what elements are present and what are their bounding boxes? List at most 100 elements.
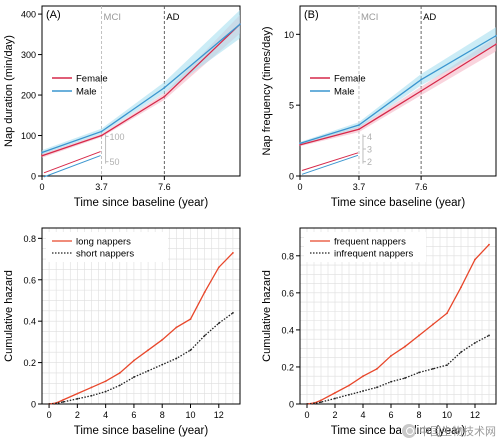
data-point (104, 380, 107, 383)
data-point (299, 142, 301, 145)
data-point (203, 291, 206, 294)
axes-frame (41, 227, 241, 405)
y-tick-label: 10 (284, 30, 294, 40)
data-point (334, 391, 336, 394)
y-tick-label: 0.2 (23, 358, 36, 368)
inset-series-line (43, 155, 101, 178)
data-point (189, 318, 192, 321)
y-tick-label: 5 (289, 101, 294, 111)
legend-label: Male (76, 87, 97, 98)
x-tick-label: 3.7 (95, 182, 108, 192)
x-tick-label: 8 (160, 410, 165, 420)
inset: 100 50 (43, 132, 125, 178)
inset-series-line (301, 154, 359, 175)
legend-label: long nappers (76, 237, 131, 248)
data-point (118, 384, 121, 387)
confidence-band (300, 27, 496, 145)
data-point (376, 367, 378, 370)
data-point (446, 364, 448, 366)
x-tick-label: 2 (75, 410, 80, 420)
data-point (362, 390, 364, 392)
data-point (90, 386, 93, 389)
axes-frame (299, 5, 497, 177)
x-axis-label: Time since baseline (year) (331, 197, 466, 209)
y-tick-label: 0 (31, 172, 36, 182)
x-tick-label: 2 (332, 410, 337, 420)
event-label: MCI (361, 12, 378, 23)
y-tick-label: 0.4 (23, 317, 36, 327)
data-point (100, 134, 103, 137)
y-tick-label: 400 (21, 10, 36, 20)
confidence-band (42, 10, 240, 155)
y-tick-label: 0 (289, 400, 294, 410)
data-point (76, 392, 79, 395)
series-line (299, 43, 497, 146)
series-line (41, 23, 241, 154)
x-tick-label: 6 (131, 410, 136, 420)
data-point (48, 403, 50, 405)
data-point (299, 143, 301, 146)
x-tick-label: 4 (360, 410, 365, 420)
x-tick-label: 0 (47, 410, 52, 420)
y-axis-label: Nap duration (min/day) (3, 35, 15, 147)
y-tick-label: 0.4 (281, 325, 294, 335)
axes-frame (299, 227, 497, 405)
data-point (488, 334, 490, 337)
watermark-text: 中国生物技术网 (419, 425, 496, 438)
x-tick-label: 4 (103, 410, 108, 420)
y-tick-label: 0.6 (281, 288, 294, 298)
x-tick-label: 0 (304, 410, 309, 420)
data-point (55, 402, 58, 405)
panel-label: (A) (46, 9, 61, 21)
x-tick-label: 8 (416, 410, 421, 420)
series-line (49, 312, 234, 405)
x-tick-label: 10 (185, 410, 195, 420)
x-tick-label: 10 (442, 410, 452, 420)
x-axis-label: Time since baseline (year) (74, 197, 209, 209)
data-point (474, 341, 476, 344)
data-point (390, 354, 392, 357)
data-point (175, 357, 178, 360)
data-point (460, 286, 462, 289)
data-point (420, 78, 423, 81)
data-point (100, 130, 103, 133)
panel-label: (B) (304, 9, 319, 21)
x-tick-label: 7.6 (158, 182, 171, 192)
y-tick-label: 0.6 (23, 275, 36, 285)
data-point (313, 402, 315, 405)
series-line (41, 23, 241, 157)
data-point (418, 334, 420, 337)
data-point (420, 90, 423, 92)
event-label: AD (423, 12, 436, 23)
data-point (460, 351, 462, 354)
watermark: 中国生物技术网 (402, 423, 496, 439)
data-point (161, 363, 164, 366)
data-point (390, 380, 392, 383)
y-tick-label: 0.8 (281, 251, 294, 261)
data-point (348, 384, 350, 387)
legend-label: frequent nappers (334, 237, 406, 248)
data-point (147, 369, 149, 372)
inset-tick-label: 50 (110, 157, 120, 167)
event-label: MCI (104, 12, 121, 23)
data-point (118, 372, 121, 374)
data-point (90, 394, 93, 397)
x-tick-label: 12 (470, 410, 480, 420)
data-point (163, 95, 166, 98)
data-point (334, 397, 336, 400)
y-tick-label: 100 (21, 131, 36, 141)
x-tick-label: 6 (388, 410, 393, 420)
inset-tick-label: 100 (110, 132, 125, 142)
y-tick-label: 200 (21, 91, 36, 101)
data-point (163, 86, 166, 89)
data-point (232, 251, 234, 254)
chart-panel-1: 0 100 200 300 400 0 3.7 7.6 Time since baseline … (3, 5, 241, 209)
axes-frame (41, 5, 241, 177)
legend-label: Female (334, 74, 366, 85)
data-point (404, 345, 406, 348)
y-tick-label: 0.8 (23, 234, 36, 244)
data-point (306, 403, 308, 405)
legend-label: short nappers (76, 249, 134, 260)
legend: Female Male (52, 74, 108, 98)
